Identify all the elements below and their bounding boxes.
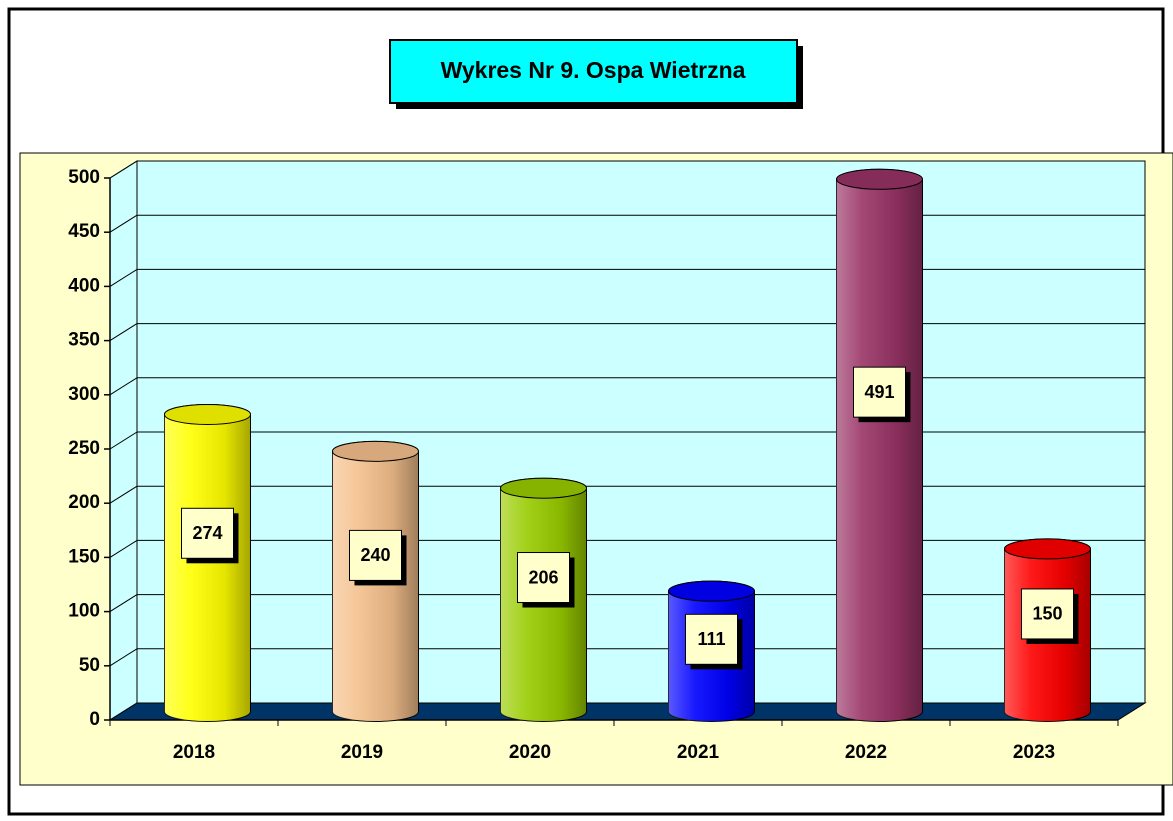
grid-line	[109, 377, 138, 396]
bar-top-shade	[164, 404, 251, 425]
y-tick-label: 250	[68, 438, 100, 459]
label-box	[517, 552, 570, 604]
y-tick-label: 350	[68, 330, 100, 351]
grid-line	[109, 485, 138, 504]
grid-line	[109, 539, 138, 558]
label-box	[349, 529, 402, 581]
y-tick-label: 150	[68, 546, 100, 567]
bar-top	[1004, 538, 1091, 560]
value-label: 491	[864, 382, 894, 402]
grid-line	[109, 431, 138, 450]
grid-line	[109, 648, 138, 667]
grid-line	[109, 268, 138, 287]
value-label: 206	[528, 567, 558, 587]
bar-shade	[836, 169, 923, 722]
bar-top	[836, 168, 923, 190]
label-box	[685, 613, 738, 665]
bar-top	[164, 403, 251, 425]
label-box	[181, 507, 234, 559]
grid-line	[109, 214, 138, 233]
chart-title: Wykres Nr 9. Ospa Wietrzna	[441, 57, 746, 83]
y-tick-label: 200	[68, 492, 100, 513]
bar-top-shade	[500, 478, 587, 499]
bar-top-shade	[836, 169, 923, 190]
x-tick-label: 2018	[173, 742, 215, 763]
floor	[108, 702, 1147, 721]
y-tick-label: 500	[68, 167, 100, 188]
bar-top-shade	[1004, 538, 1091, 559]
bar-top	[668, 580, 755, 602]
bar-top-shade	[332, 441, 419, 462]
x-tick-label: 2023	[1013, 742, 1055, 763]
bar-top	[500, 477, 587, 499]
y-tick-label: 450	[68, 221, 100, 242]
value-label: 274	[192, 523, 222, 543]
y-tick-label: 300	[68, 384, 100, 405]
value-label: 150	[1032, 604, 1062, 624]
bar-top	[332, 440, 419, 462]
x-tick-label: 2020	[509, 742, 551, 763]
y-tick-label: 50	[79, 655, 100, 676]
bar-top-shade	[668, 581, 755, 602]
value-label: 111	[697, 629, 725, 649]
value-label: 240	[360, 545, 390, 565]
title-box	[389, 39, 798, 104]
grid-line	[109, 594, 138, 613]
x-tick-label: 2022	[845, 742, 887, 763]
grid-line	[109, 160, 138, 179]
y-tick-label: 100	[68, 601, 100, 622]
grid-line	[109, 323, 138, 342]
label-box	[853, 366, 906, 418]
x-tick-label: 2019	[341, 742, 383, 763]
x-tick-label: 2021	[677, 742, 720, 763]
y-tick-label: 400	[68, 275, 100, 296]
y-tick-label: 0	[89, 709, 100, 730]
label-box	[1021, 588, 1074, 640]
